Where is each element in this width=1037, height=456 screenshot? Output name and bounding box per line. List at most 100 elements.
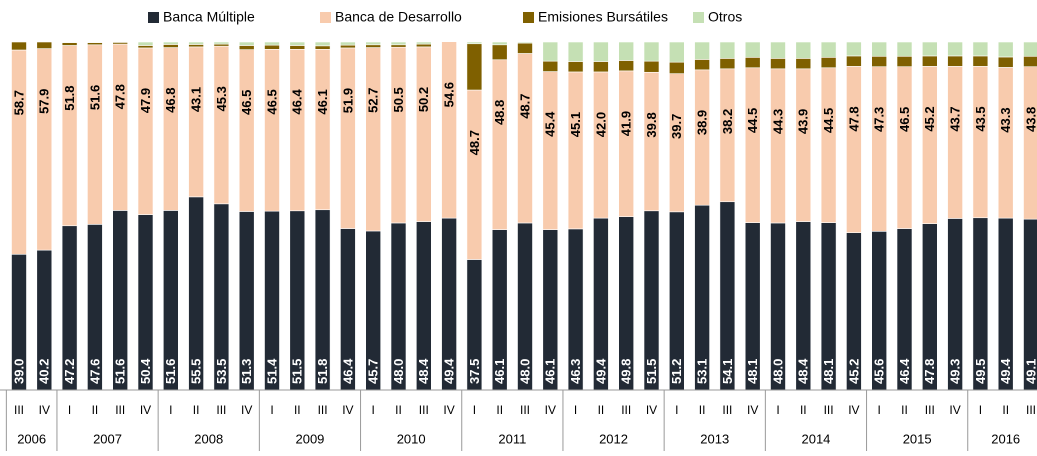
data-label: 57.9 xyxy=(37,89,52,114)
bar-segment xyxy=(593,61,608,71)
x-tick-label: II xyxy=(92,403,99,417)
data-label: 47.6 xyxy=(87,359,102,384)
bar-segment xyxy=(745,57,760,67)
bar-segment xyxy=(290,45,305,49)
bar-segment xyxy=(391,42,406,45)
group-label: 2014 xyxy=(801,431,830,446)
data-label: 47.2 xyxy=(62,359,77,384)
bar-segment xyxy=(189,47,204,197)
x-tick-label: IV xyxy=(342,403,353,417)
bar-segment xyxy=(391,47,406,223)
x-tick-label: III xyxy=(1026,403,1036,417)
data-label: 47.8 xyxy=(922,359,937,384)
bar-segment xyxy=(669,42,684,62)
bar-segment xyxy=(922,66,937,223)
x-tick-label: III xyxy=(14,403,24,417)
data-label: 39.7 xyxy=(669,114,684,139)
data-label: 49.8 xyxy=(619,359,634,384)
bar-segment xyxy=(543,42,558,61)
bar-segment xyxy=(87,42,102,43)
data-label: 46.4 xyxy=(290,89,305,115)
bar-segment xyxy=(87,43,102,45)
bar-segment xyxy=(467,44,482,90)
bar-segment xyxy=(771,58,786,68)
x-tick-label: IV xyxy=(646,403,657,417)
bar-segment xyxy=(214,42,229,44)
legend-label: Otros xyxy=(708,9,742,25)
bar-segment xyxy=(315,46,330,49)
bar-segment xyxy=(973,66,988,217)
bar-segment xyxy=(619,42,634,60)
bar-segment xyxy=(416,44,431,47)
bar-segment xyxy=(948,66,963,218)
bar-segment xyxy=(340,45,355,48)
bar-segment xyxy=(518,42,533,43)
plot-area xyxy=(12,14,1037,390)
data-label: 44.5 xyxy=(745,108,760,133)
data-label: 46.1 xyxy=(543,359,558,384)
bar-segment xyxy=(138,45,153,47)
data-label: 51.3 xyxy=(239,359,254,384)
data-label: 39.8 xyxy=(644,112,659,137)
data-label: 46.5 xyxy=(239,90,254,115)
x-tick-label: I xyxy=(68,403,71,417)
data-label: 44.5 xyxy=(821,108,836,133)
data-label: 48.1 xyxy=(745,359,760,384)
bar-segment xyxy=(189,42,204,44)
x-tick-label: IV xyxy=(848,403,859,417)
bar-segment xyxy=(37,49,52,250)
group-label: 2006 xyxy=(17,431,46,446)
bar-segment xyxy=(922,42,937,56)
bar-segment xyxy=(771,69,786,223)
bar-segment xyxy=(821,57,836,67)
bar-segment xyxy=(695,70,710,205)
data-label: 49.1 xyxy=(1023,359,1037,384)
data-label: 46.5 xyxy=(897,107,912,132)
data-label: 46.3 xyxy=(568,359,583,384)
data-label: 49.5 xyxy=(973,359,988,384)
bar-segment xyxy=(568,72,583,229)
bar-segment xyxy=(239,42,254,45)
x-tick-label: II xyxy=(496,403,503,417)
bar-segment xyxy=(62,42,77,43)
bar-segment xyxy=(821,68,836,223)
legend-swatch xyxy=(693,12,704,23)
x-tick-label: III xyxy=(925,403,935,417)
bar-segment xyxy=(518,53,533,222)
bar-segment xyxy=(872,67,887,232)
group-label: 2010 xyxy=(397,431,426,446)
bar-segment xyxy=(315,49,330,209)
bar-segment xyxy=(973,56,988,66)
group-label: 2015 xyxy=(903,431,932,446)
data-label: 43.9 xyxy=(796,109,811,134)
data-label: 50.4 xyxy=(138,358,153,384)
data-label: 42.0 xyxy=(593,112,608,137)
data-label: 48.0 xyxy=(517,359,532,384)
bar-segment xyxy=(189,44,204,46)
bar-segment xyxy=(669,74,684,212)
bar-segment xyxy=(593,72,608,218)
bar-segment xyxy=(214,46,229,204)
bar-segment xyxy=(846,66,861,232)
data-label: 45.7 xyxy=(366,359,381,384)
bar-segment xyxy=(239,50,254,212)
x-tick-label: IV xyxy=(140,403,151,417)
legend-label: Banca Múltiple xyxy=(163,9,255,25)
legend-swatch xyxy=(320,12,331,23)
bar-segment xyxy=(12,42,27,50)
bar-segment xyxy=(644,61,659,72)
bar-segment xyxy=(1024,67,1037,219)
data-label: 51.5 xyxy=(644,359,659,384)
bar-segment xyxy=(998,57,1013,67)
bar-segment xyxy=(290,42,305,45)
group-label: 2012 xyxy=(599,431,628,446)
data-label: 51.5 xyxy=(290,359,305,384)
data-label: 51.6 xyxy=(113,359,128,384)
x-tick-label: IV xyxy=(747,403,758,417)
data-label: 46.1 xyxy=(315,89,330,114)
bar-segment xyxy=(568,42,583,61)
data-label: 54.6 xyxy=(442,82,457,107)
data-label: 43.7 xyxy=(948,106,963,131)
bar-segment xyxy=(543,61,558,71)
